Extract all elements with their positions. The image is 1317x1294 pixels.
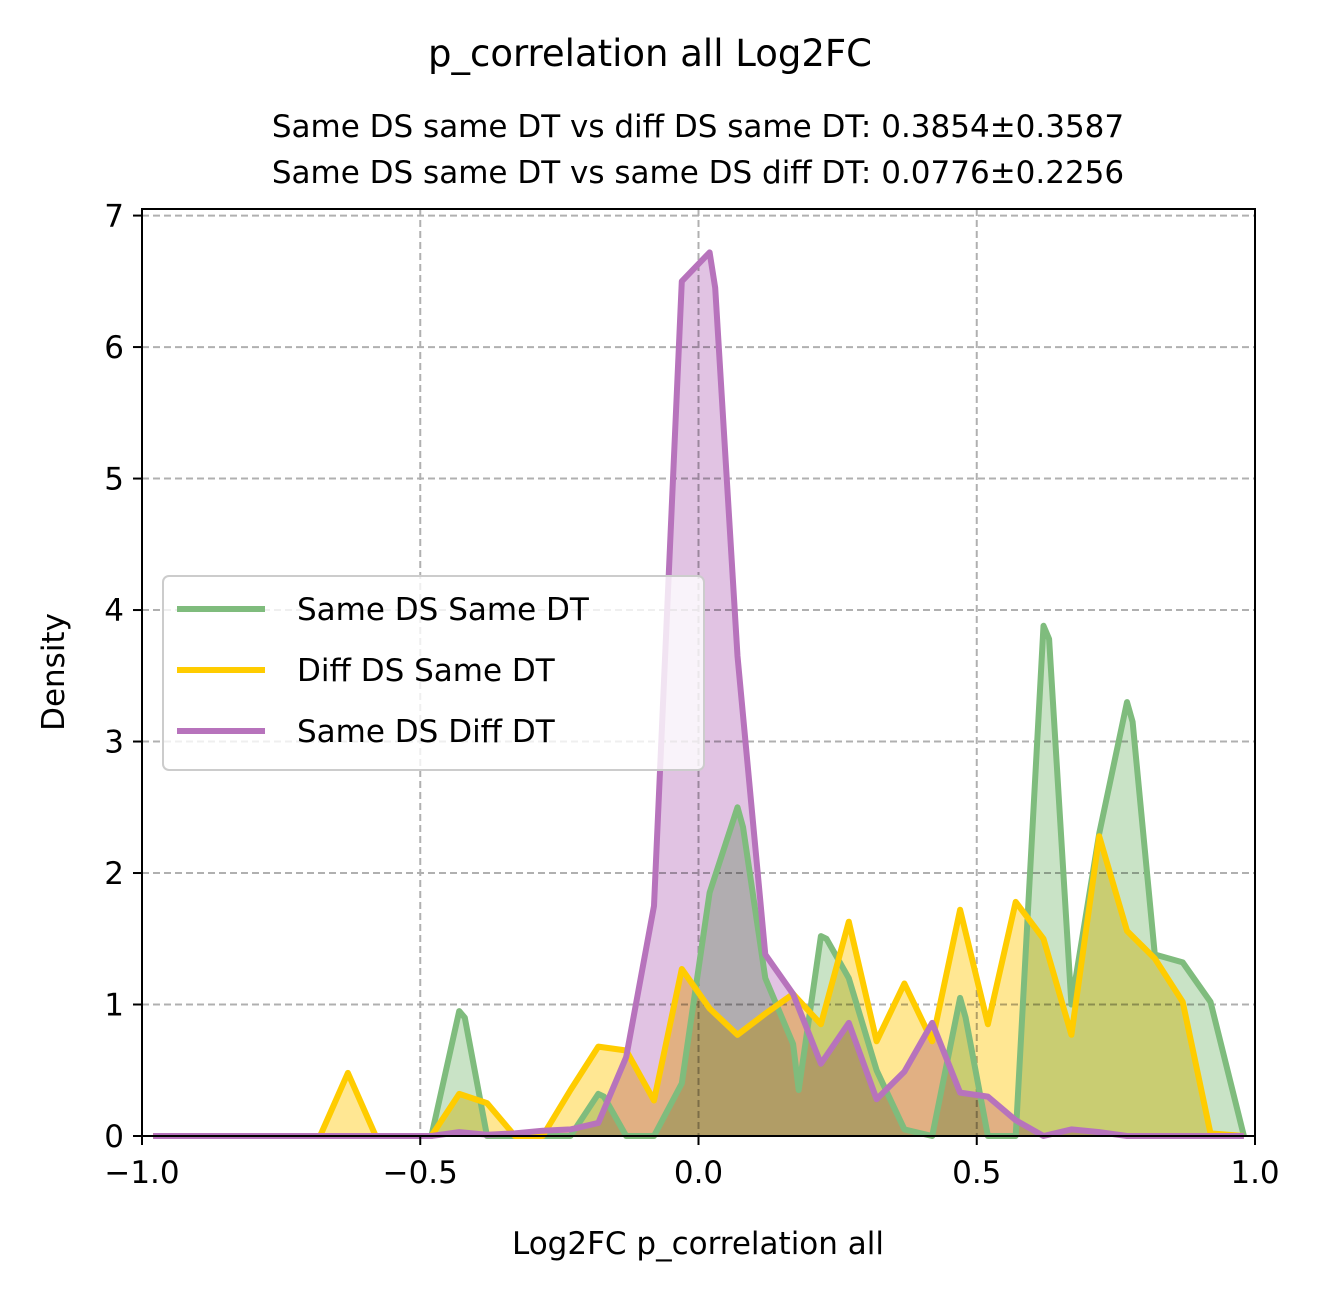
x-tick-label-1: −0.5 (383, 1155, 458, 1191)
legend-label-1: Diff DS Same DT (297, 653, 556, 689)
chart-subtitle-line-1: Same DS same DT vs diff DS same DT: 0.38… (272, 109, 1124, 145)
chart-subtitle-line-2: Same DS same DT vs same DS diff DT: 0.07… (272, 155, 1124, 191)
y-axis-ticks: 0 1 2 3 4 5 6 7 (104, 199, 142, 1155)
x-axis-ticks: −1.0 −0.5 0.0 0.5 1.0 (104, 1136, 1280, 1191)
x-tick-label-0: −1.0 (104, 1155, 179, 1191)
series-line-2 (153, 249, 1244, 1139)
y-tick-label-6: 6 (104, 330, 124, 366)
x-tick-label-3: 0.5 (952, 1155, 1001, 1191)
y-axis-label: Density (36, 613, 72, 731)
legend-label-2: Same DS Diff DT (297, 714, 556, 750)
y-tick-label-0: 0 (104, 1119, 124, 1155)
y-tick-label-4: 4 (104, 593, 124, 629)
y-tick-label-2: 2 (104, 856, 124, 892)
y-tick-label-7: 7 (104, 199, 124, 235)
y-tick-label-1: 1 (104, 988, 124, 1024)
x-tick-label-2: 0.0 (674, 1155, 723, 1191)
x-tick-label-4: 1.0 (1230, 1155, 1279, 1191)
legend-label-0: Same DS Same DT (297, 592, 590, 628)
x-axis-label: Log2FC p_correlation all (512, 1226, 884, 1262)
series-line-1 (153, 833, 1245, 1139)
legend-box (162, 575, 705, 771)
y-tick-label-5: 5 (104, 462, 124, 498)
legend: Same DS Same DT Diff DS Same DT Same DS Di… (162, 575, 705, 771)
y-tick-label-3: 3 (104, 725, 124, 761)
chart-title: p_correlation all Log2FC (428, 32, 872, 75)
